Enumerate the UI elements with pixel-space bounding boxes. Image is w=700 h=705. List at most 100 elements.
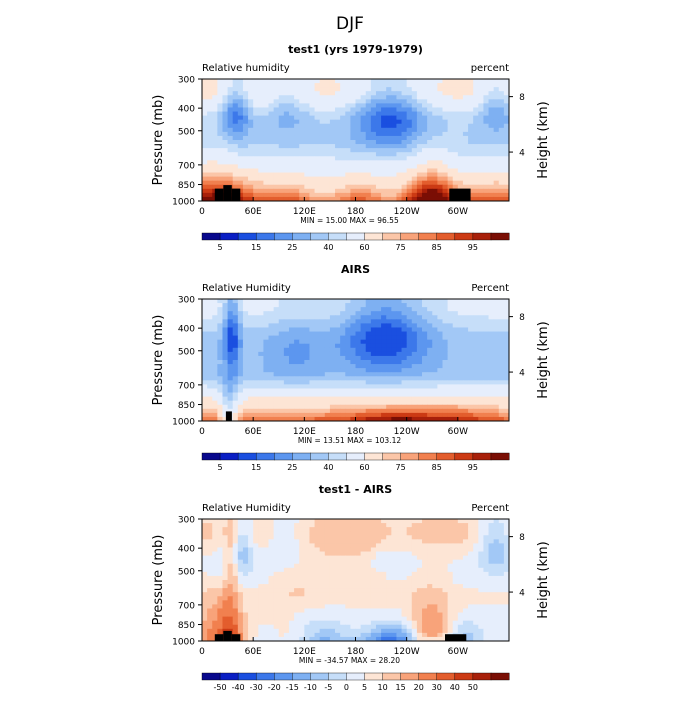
heatmap-cell bbox=[294, 144, 300, 148]
heatmap-cell bbox=[489, 372, 495, 376]
heatmap-cell bbox=[253, 177, 259, 181]
heatmap-cell bbox=[335, 580, 341, 584]
heatmap-cell bbox=[222, 576, 228, 580]
heatmap-cell bbox=[269, 344, 275, 348]
heatmap-cell bbox=[396, 560, 402, 564]
heatmap-cell bbox=[263, 543, 269, 547]
heatmap-cell bbox=[315, 393, 321, 397]
heatmap-cell bbox=[340, 299, 346, 303]
heatmap-cell bbox=[304, 364, 310, 368]
heatmap-cell bbox=[258, 128, 264, 132]
colorbar-swatch bbox=[473, 233, 491, 240]
heatmap-cell bbox=[442, 552, 448, 556]
heatmap-cell bbox=[294, 393, 300, 397]
heatmap-cell bbox=[253, 323, 259, 327]
heatmap-cell bbox=[330, 83, 336, 87]
heatmap-cell bbox=[233, 576, 239, 580]
heatmap-cell bbox=[299, 531, 305, 535]
heatmap-cell bbox=[238, 332, 244, 336]
colorbar-swatch bbox=[310, 453, 328, 460]
heatmap-cell bbox=[499, 189, 505, 193]
heatmap-cell bbox=[402, 531, 408, 535]
heatmap-cell bbox=[483, 307, 489, 311]
heatmap-cell bbox=[233, 120, 239, 124]
heatmap-cell bbox=[376, 299, 382, 303]
heatmap-cell bbox=[356, 600, 362, 604]
heatmap-cell bbox=[489, 380, 495, 384]
heatmap-cell bbox=[294, 99, 300, 103]
heatmap-cell bbox=[442, 564, 448, 568]
heatmap-cell bbox=[274, 592, 280, 596]
heatmap-cell bbox=[412, 311, 418, 315]
heatmap-cell bbox=[299, 189, 305, 193]
heatmap-cell bbox=[396, 568, 402, 572]
heatmap-cell bbox=[335, 340, 341, 344]
heatmap-cell bbox=[345, 193, 351, 197]
heatmap-cell bbox=[417, 148, 423, 152]
heatmap-cell bbox=[468, 336, 474, 340]
heatmap-cell bbox=[217, 99, 223, 103]
heatmap-cell bbox=[432, 132, 438, 136]
heatmap-cell bbox=[386, 332, 392, 336]
heatmap-cell bbox=[320, 413, 326, 417]
heatmap-cell bbox=[412, 340, 418, 344]
heatmap-cell bbox=[371, 380, 377, 384]
heatmap-cell bbox=[376, 124, 382, 128]
heatmap-cell bbox=[391, 148, 397, 152]
heatmap-cell bbox=[207, 519, 213, 523]
heatmap-cell bbox=[263, 83, 269, 87]
heatmap-cell bbox=[345, 99, 351, 103]
heatmap-cell bbox=[478, 173, 484, 177]
heatmap-cell bbox=[228, 323, 234, 327]
heatmap-cell bbox=[412, 584, 418, 588]
heatmap-cell bbox=[468, 527, 474, 531]
heatmap-cell bbox=[453, 120, 459, 124]
heatmap-cell bbox=[478, 340, 484, 344]
panel-left-label: Relative Humidity bbox=[202, 283, 291, 294]
heatmap-cell bbox=[402, 99, 408, 103]
heatmap-cell bbox=[499, 368, 505, 372]
heatmap-cell bbox=[340, 91, 346, 95]
heatmap-cell bbox=[402, 340, 408, 344]
heatmap-cell bbox=[304, 356, 310, 360]
heatmap-cell bbox=[320, 543, 326, 547]
heatmap-cell bbox=[376, 164, 382, 168]
heatmap-cell bbox=[304, 384, 310, 388]
heatmap-cell bbox=[340, 596, 346, 600]
heatmap-cell bbox=[304, 344, 310, 348]
heatmap-cell bbox=[289, 552, 295, 556]
heatmap-cell bbox=[468, 124, 474, 128]
heatmap-cell bbox=[222, 344, 228, 348]
heatmap-cell bbox=[294, 560, 300, 564]
heatmap-cell bbox=[294, 79, 300, 83]
heatmap-cell bbox=[422, 136, 428, 140]
heatmap-cell bbox=[304, 319, 310, 323]
heatmap-cell bbox=[422, 103, 428, 107]
heatmap-cell bbox=[299, 164, 305, 168]
heatmap-cell bbox=[284, 132, 290, 136]
heatmap-cell bbox=[417, 87, 423, 91]
heatmap-cell bbox=[269, 401, 275, 405]
heatmap-cell bbox=[345, 311, 351, 315]
heatmap-cell bbox=[243, 352, 249, 356]
heatmap-cell bbox=[437, 401, 443, 405]
heatmap-cell bbox=[299, 120, 305, 124]
panel-left-label: Relative Humidity bbox=[202, 503, 291, 514]
heatmap-cell bbox=[417, 112, 423, 116]
heatmap-cell bbox=[361, 580, 367, 584]
heatmap-cell bbox=[325, 393, 331, 397]
heatmap-cell bbox=[222, 340, 228, 344]
heatmap-cell bbox=[222, 405, 228, 409]
heatmap-cell bbox=[335, 160, 341, 164]
colorbar-swatch bbox=[328, 233, 346, 240]
heatmap-cell bbox=[233, 401, 239, 405]
heatmap-cell bbox=[309, 340, 315, 344]
heatmap-cell bbox=[381, 405, 387, 409]
heatmap-cell bbox=[437, 332, 443, 336]
heatmap-cell bbox=[402, 568, 408, 572]
heatmap-cell bbox=[248, 360, 254, 364]
heatmap-cell bbox=[412, 303, 418, 307]
heatmap-cell bbox=[263, 307, 269, 311]
heatmap-cell bbox=[320, 323, 326, 327]
heatmap-cell bbox=[442, 323, 448, 327]
